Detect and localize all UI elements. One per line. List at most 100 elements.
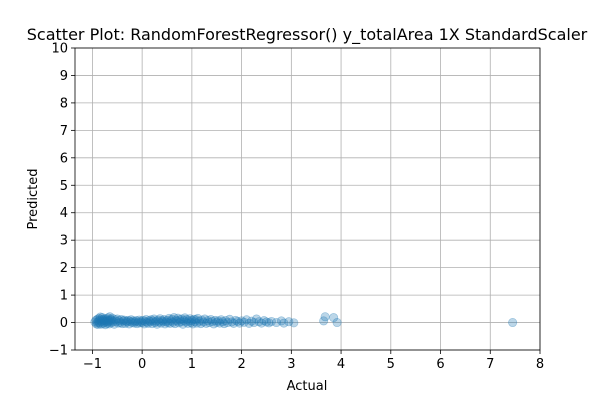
scatter-point <box>187 315 197 325</box>
scatter-point <box>97 313 107 323</box>
scatter-point <box>151 316 161 326</box>
scatter-point <box>103 317 113 327</box>
scatter-point <box>182 315 192 325</box>
scatter-point <box>225 314 235 324</box>
scatter-point <box>239 317 249 327</box>
scatter-point <box>122 317 132 327</box>
scatter-point <box>242 315 252 325</box>
y-tick-label: 3 <box>60 234 68 249</box>
scatter-point <box>235 318 245 328</box>
scatter-point <box>131 316 141 326</box>
scatter-point <box>96 319 106 329</box>
scatter-point <box>183 318 193 328</box>
scatter-point <box>102 318 112 328</box>
scatter-point <box>120 318 130 328</box>
plot-frame <box>74 47 541 351</box>
scatter-point <box>165 318 175 328</box>
scatter-point <box>105 312 115 322</box>
y-tick-label: 2 <box>60 261 68 276</box>
scatter-point <box>95 315 105 325</box>
scatter-point <box>116 315 126 325</box>
scatter-point <box>200 314 210 324</box>
scatter-point <box>264 318 274 328</box>
scatter-point <box>130 317 140 327</box>
scatter-point <box>174 318 184 328</box>
x-tick-label: 1 <box>188 357 196 372</box>
scatter-point <box>107 315 117 325</box>
scatter-point <box>244 318 254 328</box>
scatter-point <box>213 316 223 326</box>
x-tick-label: 5 <box>387 357 395 372</box>
scatter-point <box>90 317 100 327</box>
x-tick-label: 8 <box>536 357 544 372</box>
scatter-point <box>157 316 167 326</box>
scatter-point <box>102 315 112 325</box>
scatter-point <box>134 315 144 325</box>
scatter-point <box>206 315 216 325</box>
scatter-point <box>148 316 158 326</box>
scatter-point <box>128 316 138 326</box>
scatter-point <box>215 318 225 328</box>
scatter-point <box>119 315 129 325</box>
scatter-point <box>172 316 182 326</box>
scatter-point <box>125 316 135 326</box>
scatter-point <box>111 316 121 326</box>
scatter-point <box>117 319 127 329</box>
scatter-point <box>332 318 342 328</box>
scatter-point <box>197 315 207 325</box>
scatter-point <box>106 314 116 324</box>
x-tick-label: 3 <box>287 357 295 372</box>
scatter-point <box>108 317 118 327</box>
scatter-point <box>190 317 200 327</box>
scatter-point <box>153 315 163 325</box>
scatter-point <box>95 312 105 322</box>
y-axis-label: Predicted <box>26 168 41 229</box>
y-tick-label: 4 <box>60 206 68 221</box>
y-tick-label: 5 <box>60 179 68 194</box>
scatter-point <box>231 315 241 325</box>
scatter-point <box>223 318 233 328</box>
scatter-point <box>170 319 180 329</box>
scatter-point <box>279 318 289 328</box>
scatter-point <box>229 318 239 328</box>
scatter-point <box>162 315 172 325</box>
scatter-point <box>184 316 194 326</box>
scatter-point <box>139 319 149 329</box>
x-tick-label: 7 <box>486 357 494 372</box>
scatter-point <box>123 315 133 325</box>
x-tick-label: 4 <box>337 357 345 372</box>
scatter-point <box>319 316 329 326</box>
scatter-point <box>207 316 217 326</box>
scatter-point <box>175 315 185 325</box>
scatter-point <box>160 319 170 329</box>
scatter-point <box>100 320 110 330</box>
scatter-point <box>106 318 116 328</box>
scatter-point <box>121 316 131 326</box>
scatter-point <box>254 317 264 327</box>
scatter-point <box>218 317 228 327</box>
scatter-point <box>176 317 186 327</box>
scatter-point <box>104 315 114 325</box>
x-tick-label: 0 <box>138 357 146 372</box>
scatter-point <box>329 313 339 323</box>
scatter-point <box>237 316 247 326</box>
scatter-point <box>99 318 109 328</box>
scatter-point <box>164 313 174 323</box>
scatter-point <box>132 319 142 329</box>
scatter-point <box>233 316 243 326</box>
scatter-point <box>101 316 111 326</box>
scatter-point <box>201 318 211 328</box>
scatter-point <box>93 319 103 329</box>
y-tick-label: 6 <box>60 151 68 166</box>
scatter-point <box>113 318 123 328</box>
scatter-point <box>145 317 155 327</box>
scatter-point <box>276 316 286 326</box>
y-tick-label: 7 <box>60 124 68 139</box>
scatter-point <box>198 317 208 327</box>
scatter-point <box>179 316 189 326</box>
scatter-point <box>185 314 195 324</box>
scatter-point <box>100 316 110 326</box>
scatter-point <box>140 316 150 326</box>
scatter-point <box>209 319 219 329</box>
scatter-point <box>118 316 128 326</box>
